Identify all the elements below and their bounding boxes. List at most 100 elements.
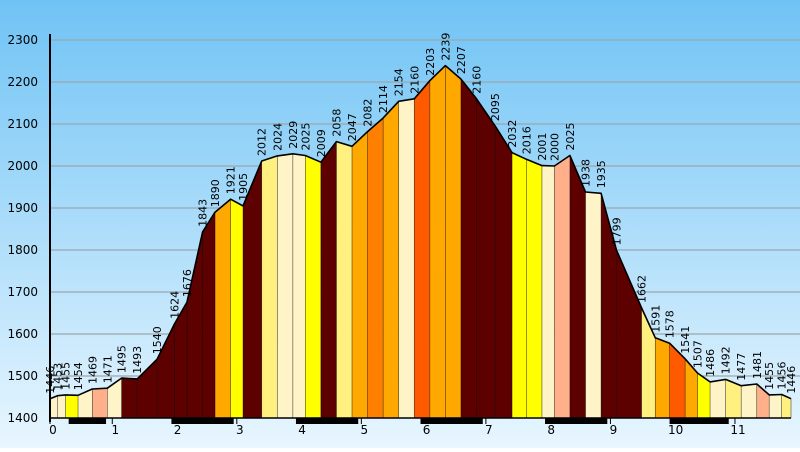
- elevation-segment: [174, 302, 187, 418]
- elevation-data-label: 1471: [101, 355, 114, 383]
- elevation-data-label: 1455: [60, 362, 73, 390]
- elevation-segment: [541, 165, 555, 418]
- elevation-data-label: 2082: [362, 99, 375, 127]
- x-axis-scale-bar: [171, 418, 234, 424]
- elevation-data-label: 1481: [751, 351, 764, 379]
- x-axis-scale-bar: [295, 418, 359, 424]
- elevation-data-label: 2032: [506, 120, 519, 148]
- elevation-segment: [336, 141, 353, 418]
- x-tick-label: 6: [423, 423, 431, 437]
- elevation-segment: [445, 65, 461, 419]
- elevation-segment: [601, 193, 617, 418]
- elevation-data-label: 1935: [595, 160, 608, 188]
- elevation-data-label: 1477: [735, 353, 748, 381]
- elevation-data-label: 1486: [704, 349, 717, 377]
- elevation-segment: [429, 65, 446, 419]
- elevation-data-label: 2016: [520, 126, 533, 154]
- elevation-data-label: 2001: [536, 133, 549, 161]
- elevation-segment: [121, 378, 138, 418]
- elevation-segment: [305, 155, 321, 418]
- elevation-segment: [92, 388, 108, 418]
- elevation-segment: [725, 379, 742, 418]
- y-tick-label: 2000: [7, 159, 38, 173]
- y-tick-label: 2300: [7, 33, 38, 47]
- x-tick-label: 11: [730, 423, 745, 437]
- elevation-data-label: 1662: [636, 275, 649, 303]
- x-tick-label: 5: [361, 423, 369, 437]
- elevation-segment: [292, 153, 306, 418]
- elevation-data-label: 2203: [424, 48, 437, 76]
- elevation-segment: [616, 250, 642, 418]
- elevation-data-label: 1495: [116, 345, 129, 373]
- x-tick-label: 7: [485, 423, 493, 437]
- elevation-data-label: 2024: [271, 123, 284, 151]
- elevation-segment: [157, 323, 175, 418]
- y-tick-label: 1500: [7, 369, 38, 383]
- elevation-data-label: 1890: [209, 179, 222, 207]
- y-tick-label: 1600: [7, 327, 38, 341]
- x-axis-scale-bar: [420, 418, 483, 424]
- x-tick-label: 0: [49, 423, 57, 437]
- elevation-data-label: 2160: [471, 66, 484, 94]
- elevation-segment: [781, 394, 791, 418]
- elevation-segment: [495, 126, 513, 418]
- x-tick-label: 3: [236, 423, 244, 437]
- elevation-segment: [186, 231, 203, 418]
- elevation-data-label: 2047: [346, 113, 359, 141]
- elevation-segment: [741, 383, 757, 418]
- elevation-segment: [398, 98, 415, 419]
- y-tick-label: 1700: [7, 285, 38, 299]
- elevation-segment: [512, 152, 527, 418]
- elevation-data-label: 1492: [720, 346, 733, 374]
- elevation-segment: [367, 118, 384, 419]
- x-tick-label: 4: [298, 423, 306, 437]
- elevation-data-label: 2239: [439, 33, 452, 61]
- y-tick-label: 1900: [7, 201, 38, 215]
- x-tick-label: 8: [547, 423, 555, 437]
- x-axis-scale-bar: [545, 418, 608, 424]
- elevation-segment: [460, 79, 477, 418]
- elevation-segment: [655, 337, 670, 418]
- elevation-data-label: 1456: [776, 362, 789, 390]
- elevation-data-label: 1446: [44, 366, 57, 394]
- elevation-segment: [137, 359, 158, 418]
- elevation-data-label: 1799: [611, 217, 624, 245]
- elevation-data-label: 2207: [455, 46, 468, 74]
- elevation-segment: [641, 307, 656, 418]
- elevation-data-label: 2025: [299, 123, 312, 151]
- elevation-segment: [414, 80, 430, 419]
- elevation-segment: [50, 395, 58, 418]
- elevation-data-label: 1578: [664, 310, 677, 338]
- elevation-data-label: 1843: [197, 199, 210, 227]
- elevation-data-label: 2095: [489, 93, 502, 121]
- elevation-data-label: 2058: [330, 109, 343, 137]
- y-tick-label: 2100: [7, 117, 38, 131]
- x-tick-label: 2: [174, 423, 182, 437]
- elevation-segment: [383, 101, 399, 418]
- elevation-data-label: 2025: [564, 123, 577, 151]
- elevation-segment: [476, 98, 496, 419]
- profile-outline: [49, 64, 792, 418]
- elevation-data-label: 2000: [548, 133, 561, 161]
- axes: 1400150016001700180019002000210022002300…: [7, 33, 791, 437]
- elevation-data-label: 2029: [287, 121, 300, 149]
- elevation-segment: [243, 160, 262, 418]
- elevation-data-label: 1446: [785, 366, 798, 394]
- elevation-segment: [230, 199, 244, 418]
- elevation-data-label: 1507: [692, 340, 705, 368]
- elevation-data-label: 1905: [237, 173, 250, 201]
- x-axis-scale-bar: [669, 418, 729, 424]
- elevation-segment: [352, 131, 368, 418]
- elevation-data-label: 1469: [86, 356, 99, 384]
- elevation-segment: [107, 378, 122, 418]
- elevation-data-label: 1540: [151, 326, 164, 354]
- elevation-segment: [585, 192, 602, 418]
- x-tick-label: 1: [111, 423, 119, 437]
- elevation-segment: [669, 343, 686, 418]
- elevation-data-label: 1921: [225, 166, 238, 194]
- elevation-data-label: 1454: [72, 362, 85, 390]
- y-tick-label: 2200: [7, 75, 38, 89]
- elevation-segment: [685, 358, 698, 418]
- x-tick-label: 10: [668, 423, 683, 437]
